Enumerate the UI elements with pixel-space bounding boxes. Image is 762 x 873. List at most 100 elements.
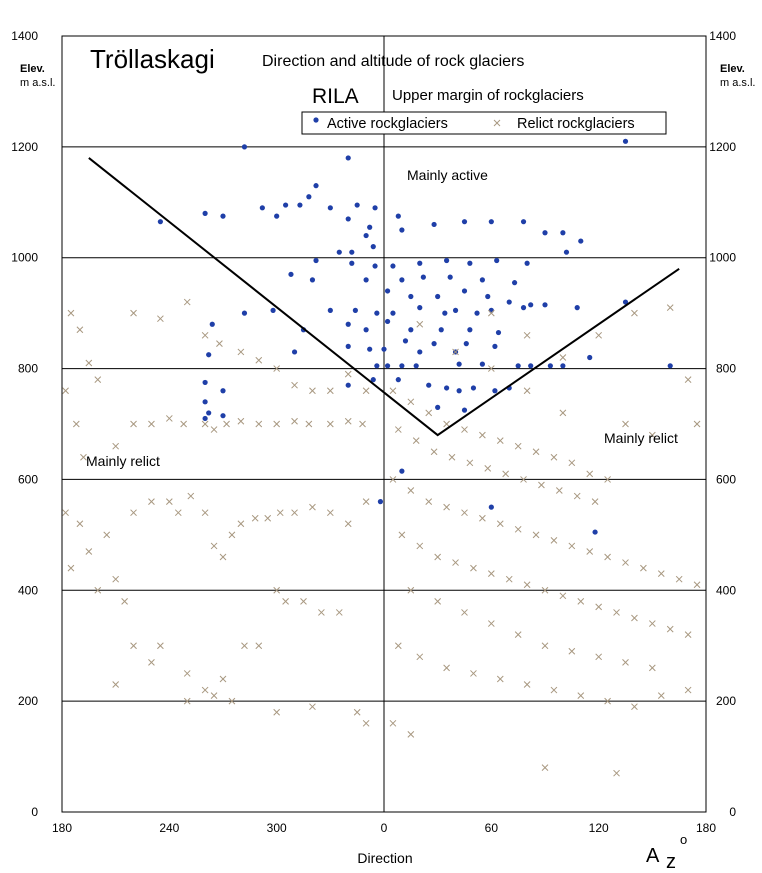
relict-point-70 [255, 642, 263, 650]
relict-point-2 [85, 359, 93, 367]
active-point-22 [461, 219, 468, 225]
relict-point-141 [666, 625, 674, 633]
active-point-78 [402, 338, 409, 344]
active-point-17 [363, 232, 369, 239]
y-tick-left-800: 800 [18, 362, 38, 376]
active-point-41 [363, 277, 369, 283]
active-point-53 [528, 302, 534, 308]
relict-point-3 [94, 376, 102, 384]
relict-point-130 [470, 564, 477, 572]
relict-point-48 [219, 553, 227, 561]
x-axis-label: Direction [357, 850, 412, 866]
y-axis-label-right-line1: Elev. [720, 63, 745, 75]
relict-point-33 [326, 387, 334, 395]
active-point-18 [370, 244, 376, 250]
relict-point-69 [241, 642, 248, 650]
relict-point-156 [470, 670, 477, 677]
active-point-24 [520, 219, 527, 225]
active-point-38 [524, 260, 530, 266]
active-point-39 [288, 271, 294, 277]
relict-point-153 [394, 642, 402, 650]
data-points [62, 138, 701, 777]
active-point-94 [479, 361, 485, 367]
relict-point-129 [452, 559, 459, 566]
relict-point-45 [187, 492, 195, 500]
active-point-42 [399, 277, 405, 283]
active-point-114 [377, 499, 384, 505]
active-point-52 [506, 299, 512, 305]
active-point-40 [309, 277, 316, 283]
y-tick-right-1400: 1400 [709, 29, 736, 43]
relict-point-171 [666, 304, 674, 311]
active-point-14 [202, 210, 208, 216]
grid [62, 36, 706, 812]
active-point-63 [520, 305, 527, 311]
active-point-98 [560, 363, 566, 369]
relict-point-164 [684, 686, 692, 694]
relict-point-21 [344, 417, 352, 425]
active-point-77 [495, 329, 502, 336]
relict-point-116 [532, 531, 540, 539]
relict-point-151 [622, 658, 629, 666]
active-point-57 [390, 310, 396, 316]
active-point-102 [345, 382, 351, 388]
active-point-93 [456, 361, 462, 367]
relict-point-157 [496, 675, 504, 683]
legend: Active rockglaciers Relict rockglaciers [301, 111, 667, 135]
region-mainly-relict-right: Mainly relict [604, 430, 678, 446]
active-point-47 [384, 288, 391, 294]
relict-point-91 [532, 448, 540, 456]
active-point-21 [431, 221, 437, 228]
relict-point-144 [434, 598, 442, 605]
relict-point-32 [309, 387, 316, 395]
active-point-11 [345, 216, 351, 222]
relict-point-52 [264, 514, 272, 522]
relict-point-10 [165, 415, 173, 422]
active-point-100 [220, 388, 226, 394]
relict-point-80 [273, 708, 281, 716]
relict-point-89 [496, 437, 504, 444]
active-point-44 [447, 274, 453, 280]
active-point-0 [241, 144, 248, 150]
relict-point-87 [461, 426, 468, 433]
relict-point-102 [502, 470, 509, 478]
relict-point-47 [210, 542, 218, 550]
active-point-111 [435, 404, 441, 410]
relict-point-183 [559, 354, 567, 361]
relict-point-160 [577, 692, 585, 699]
relict-point-62 [130, 642, 137, 650]
relict-point-24 [157, 315, 164, 323]
active-point-1 [345, 155, 351, 161]
relict-point-44 [174, 509, 182, 517]
relict-point-46 [201, 509, 209, 517]
active-point-76 [467, 327, 473, 333]
series-active [157, 138, 673, 535]
relict-point-104 [538, 481, 545, 489]
relict-point-128 [434, 553, 442, 561]
active-point-108 [470, 385, 477, 391]
relict-point-25 [183, 298, 191, 306]
relict-point-84 [407, 398, 415, 406]
legend-relict-marker [493, 119, 501, 127]
relict-point-57 [344, 520, 352, 528]
relict-point-155 [443, 664, 450, 672]
active-point-119 [206, 410, 212, 416]
relict-point-181 [487, 309, 495, 317]
active-point-112 [461, 407, 468, 413]
active-point-19 [349, 249, 355, 255]
relict-point-113 [479, 514, 486, 522]
relict-point-60 [94, 586, 102, 594]
relict-point-83 [389, 387, 397, 395]
relict-point-76 [353, 708, 361, 716]
active-point-13 [220, 213, 226, 219]
active-point-105 [426, 382, 432, 388]
active-point-67 [209, 321, 215, 327]
relict-point-19 [305, 420, 313, 428]
relict-point-78 [183, 697, 191, 705]
relict-point-173 [693, 420, 701, 428]
relict-point-15 [237, 417, 245, 425]
relict-point-138 [613, 609, 620, 616]
relict-point-35 [362, 387, 370, 395]
